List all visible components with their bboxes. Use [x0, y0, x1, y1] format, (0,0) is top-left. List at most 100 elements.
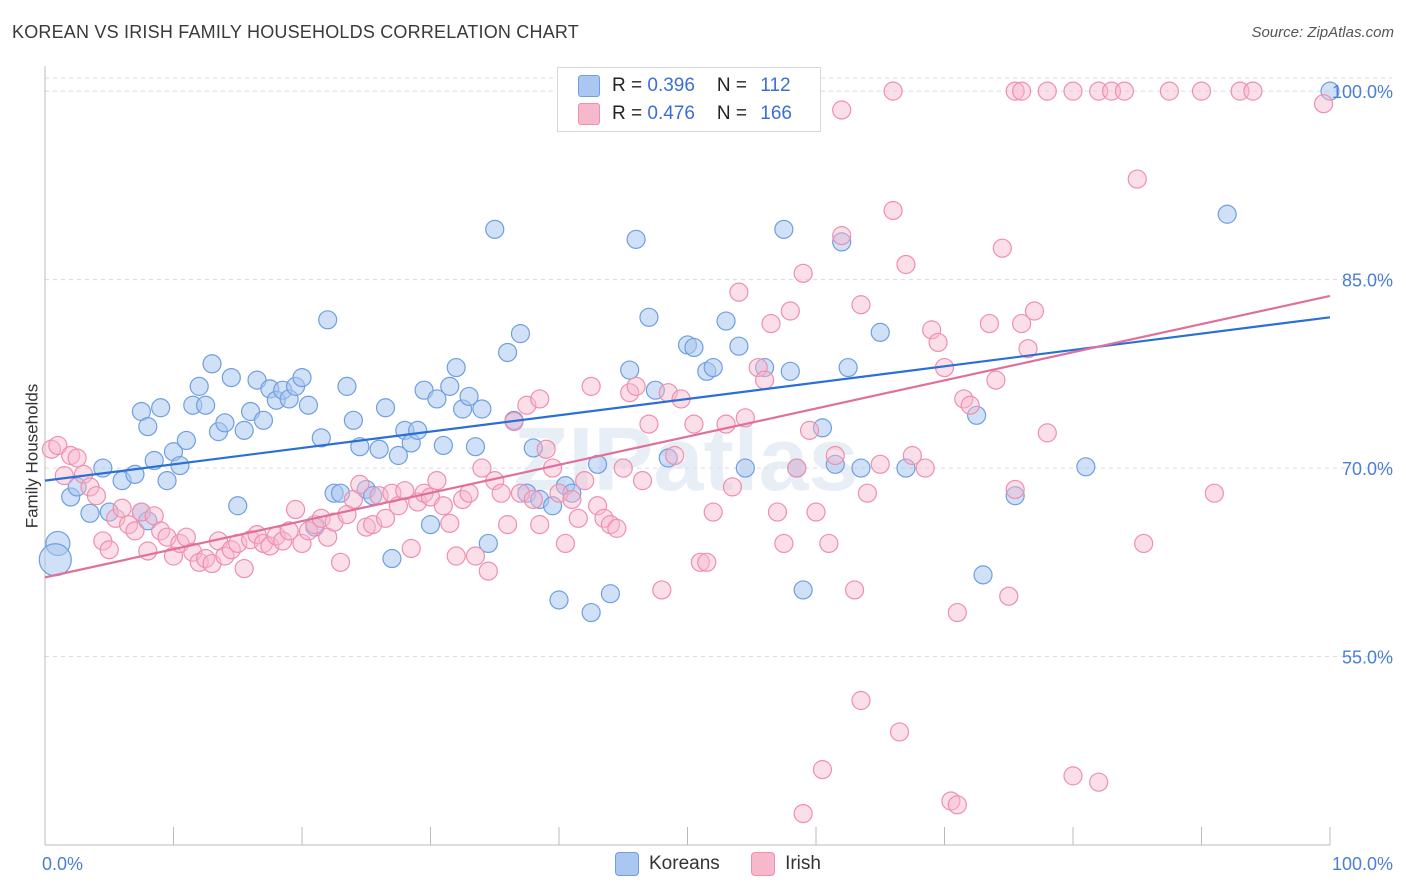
- irish-point: [446, 546, 466, 566]
- irish-point: [1005, 479, 1025, 500]
- irish-point: [626, 376, 646, 396]
- irish-point: [536, 439, 556, 459]
- korean-point: [620, 360, 640, 380]
- irish-point: [163, 546, 184, 566]
- irish-point: [986, 370, 1006, 390]
- korean-point: [369, 439, 389, 459]
- irish-point: [652, 580, 672, 600]
- source-label: Source: ZipAtlas.com: [1251, 24, 1394, 41]
- korean-point: [549, 590, 569, 610]
- irish-point: [555, 533, 576, 554]
- irish-point: [754, 370, 775, 390]
- legend-r-value: 0.476: [647, 103, 695, 125]
- korean-point: [144, 450, 164, 471]
- irish-point: [851, 690, 871, 711]
- korean-point: [375, 398, 396, 418]
- irish-point: [241, 530, 261, 550]
- irish-point: [581, 376, 601, 396]
- irish-point: [851, 295, 871, 315]
- irish-point: [1191, 81, 1212, 101]
- korean-point: [408, 420, 428, 440]
- korean-point: [478, 533, 498, 554]
- irish-point: [523, 489, 543, 510]
- korean-point: [234, 420, 254, 440]
- irish-point: [992, 238, 1012, 258]
- korean-point: [600, 584, 621, 604]
- irish-point: [928, 332, 948, 353]
- irish-point: [530, 515, 550, 535]
- y-tick-label: 55.0%: [1342, 648, 1393, 668]
- series-legend: Koreans Irish: [615, 852, 847, 876]
- legend-n-value: 166: [760, 103, 792, 125]
- irish-point: [844, 580, 865, 600]
- legend-koreans-label: Koreans: [649, 853, 720, 875]
- irish-point: [703, 502, 723, 522]
- irish-swatch: [578, 103, 600, 125]
- irish-point: [440, 513, 460, 533]
- korean-point: [215, 413, 235, 433]
- irish-point: [832, 100, 852, 120]
- irish-point: [125, 521, 145, 541]
- korean-point: [684, 337, 704, 358]
- irish-point: [1127, 169, 1147, 189]
- korean-point: [176, 430, 196, 451]
- korean-point: [292, 368, 312, 388]
- irish-point: [498, 515, 518, 535]
- irish-point: [292, 533, 312, 554]
- korean-point: [1005, 486, 1025, 506]
- korean-point: [221, 368, 241, 388]
- irish-point: [922, 320, 942, 340]
- korean-point: [382, 548, 402, 569]
- irish-point: [465, 546, 486, 566]
- x-tick-label: 0.0%: [42, 854, 83, 874]
- legend-n-value: 112: [760, 75, 791, 97]
- korean-point: [151, 398, 171, 418]
- korean-point: [1076, 457, 1096, 477]
- irish-point: [350, 474, 370, 494]
- korean-point: [870, 322, 890, 342]
- y-axis-label: Family Households: [22, 383, 42, 529]
- korean-point: [1217, 204, 1237, 224]
- korean-point: [780, 361, 800, 381]
- irish-point: [1089, 772, 1109, 792]
- korean-point: [510, 324, 531, 344]
- korean-point: [170, 455, 190, 476]
- korean-point: [318, 310, 338, 330]
- irish-point: [979, 313, 1000, 334]
- irish-point: [1159, 81, 1179, 101]
- irish-point: [1204, 483, 1224, 503]
- irish-point: [67, 448, 87, 468]
- korean-point: [581, 602, 601, 623]
- korean-point: [298, 395, 319, 415]
- trend-lines: [44, 294, 1331, 579]
- irish-point: [697, 552, 717, 572]
- korean-point: [459, 386, 479, 407]
- irish-point: [748, 357, 768, 378]
- irish-point: [491, 483, 511, 503]
- korean-point: [703, 357, 723, 378]
- y-tick-label: 70.0%: [1342, 459, 1393, 479]
- korean-point: [735, 458, 755, 478]
- irish-point: [947, 795, 967, 815]
- korean-point: [626, 229, 646, 249]
- irish-point: [832, 226, 852, 246]
- irish-point: [793, 263, 813, 283]
- irish-point: [806, 502, 826, 522]
- korean-point: [465, 437, 486, 457]
- irish-point: [375, 508, 396, 528]
- irish-points: [41, 81, 1334, 824]
- korean-point: [498, 342, 518, 363]
- korean-point: [716, 311, 736, 331]
- korean-point: [896, 458, 916, 478]
- koreans-points: [38, 81, 1340, 623]
- irish-point: [774, 533, 794, 554]
- korean-point: [774, 219, 794, 239]
- irish-point: [896, 254, 916, 275]
- korean-point: [472, 399, 492, 419]
- irish-point: [722, 477, 743, 497]
- irish-point: [870, 454, 890, 474]
- korean-point: [793, 580, 813, 600]
- irish-point: [568, 508, 588, 528]
- irish-point: [401, 538, 421, 559]
- irish-point: [131, 502, 151, 522]
